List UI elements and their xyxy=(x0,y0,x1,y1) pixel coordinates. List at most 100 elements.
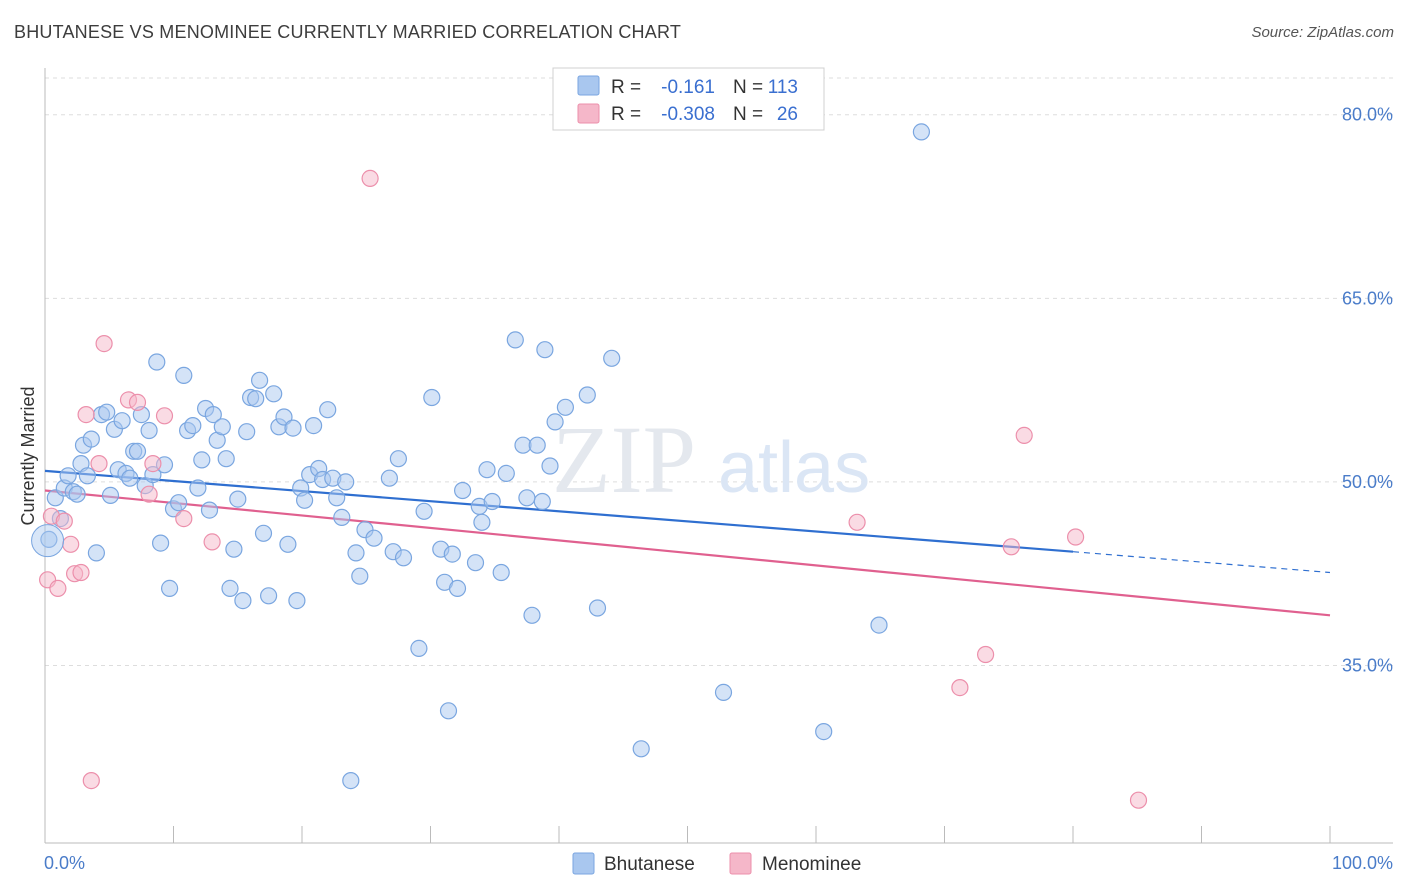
bhutanese-point xyxy=(213,418,231,436)
watermark-zip: ZIP xyxy=(552,406,696,513)
bhutanese-point xyxy=(541,457,559,475)
bhutanese-point xyxy=(279,535,297,553)
legend-n-value-bhutanese: 113 xyxy=(768,77,798,98)
bhutanese-point xyxy=(328,489,346,507)
bhutanese-point xyxy=(448,579,467,598)
bhutanese-point xyxy=(714,683,733,702)
bhutanese-point xyxy=(78,467,97,485)
bhutanese-point xyxy=(556,398,575,416)
y-tick-label: 50.0% xyxy=(1342,472,1393,492)
bhutanese-point xyxy=(478,461,496,479)
bhutanese-point xyxy=(454,481,472,500)
menominee-point xyxy=(848,513,866,531)
y-tick-labels: 35.0% 50.0% 65.0% 80.0% xyxy=(1342,105,1393,676)
bhutanese-point xyxy=(546,413,564,431)
series-legend: Bhutanese Menominee xyxy=(572,852,861,875)
bhutanese-point xyxy=(506,331,524,349)
bhutanese-point xyxy=(82,430,100,448)
menominee-point xyxy=(155,407,174,425)
trend-lines xyxy=(44,469,1331,617)
legend-r-label: R = xyxy=(611,77,641,98)
legend-swatch-menominee xyxy=(729,852,752,875)
menominee-point xyxy=(1066,528,1085,546)
bhutanese-point xyxy=(333,508,351,527)
menominee-point xyxy=(203,533,221,551)
bhutanese-point xyxy=(101,486,120,504)
bhutanese-point xyxy=(423,388,441,407)
bhutanese-point xyxy=(170,494,188,512)
bhutanese-point xyxy=(578,386,596,404)
bhutanese-point xyxy=(466,554,485,572)
bhutanese-point xyxy=(225,540,243,558)
bhutanese-point xyxy=(98,403,116,421)
bhutanese-point xyxy=(193,451,211,469)
bhutanese-point xyxy=(87,544,106,562)
bhutanese-point xyxy=(247,390,265,408)
bhutanese-point xyxy=(40,530,58,549)
menominee-point xyxy=(55,512,73,530)
bhutanese-point xyxy=(238,423,256,441)
bhutanese-point xyxy=(492,563,510,582)
bhutanese-point xyxy=(603,349,621,367)
bhutanese-point xyxy=(152,534,170,552)
bhutanese-point xyxy=(113,412,131,430)
bhutanese-point xyxy=(217,450,235,468)
bhutanese-point xyxy=(175,366,193,384)
legend-swatch-menominee xyxy=(577,103,600,124)
bhutanese-point xyxy=(394,549,413,567)
bhutanese-point xyxy=(415,502,433,520)
bhutanese-point xyxy=(265,385,283,403)
bhutanese-point xyxy=(140,421,158,440)
bhutanese-point xyxy=(518,489,536,507)
chart-title: BHUTANESE VS MENOMINEE CURRENTLY MARRIED… xyxy=(14,22,682,42)
menominee-point xyxy=(1129,791,1148,809)
bhutanese-point xyxy=(912,123,931,141)
y-tick-label: 65.0% xyxy=(1342,288,1393,308)
stats-legend: R = -0.161 N = 113 R = -0.308 N = 26 xyxy=(552,67,825,131)
x-tick-label-max: 100.0% xyxy=(1332,853,1393,873)
menominee-point xyxy=(1002,538,1020,556)
bhutanese-point xyxy=(337,473,355,491)
data-points xyxy=(31,123,1148,809)
bhutanese-point xyxy=(342,771,360,790)
chart-source: Source: ZipAtlas.com xyxy=(1251,24,1394,41)
legend-label-bhutanese: Bhutanese xyxy=(604,854,695,875)
bhutanese-point xyxy=(288,591,306,610)
axes xyxy=(44,68,1393,844)
bhutanese-point xyxy=(254,524,273,542)
bhutanese-point xyxy=(523,606,541,624)
bhutanese-point xyxy=(632,740,650,758)
bhutanese-point xyxy=(536,341,554,359)
bhutanese-point xyxy=(275,408,293,426)
bhutanese-point xyxy=(59,467,77,485)
bhutanese-point xyxy=(473,513,491,531)
menominee-point xyxy=(62,535,80,553)
bhutanese-point xyxy=(380,469,398,487)
legend-n-label: N = xyxy=(733,104,763,125)
legend-r-value-bhutanese: -0.161 xyxy=(661,77,715,98)
bhutanese-point xyxy=(234,591,252,610)
legend-n-label: N = xyxy=(733,77,763,98)
bhutanese-point xyxy=(588,599,607,617)
bhutanese-point xyxy=(319,401,337,419)
menominee-point xyxy=(976,645,995,664)
legend-label-menominee: Menominee xyxy=(762,854,861,875)
y-tick-label: 80.0% xyxy=(1342,105,1393,125)
menominee-point xyxy=(128,393,147,411)
legend-swatch-bhutanese xyxy=(577,75,600,96)
bhutanese-point xyxy=(305,417,323,435)
y-tick-label: 35.0% xyxy=(1342,656,1393,676)
bhutanese-point xyxy=(251,371,269,389)
gridlines xyxy=(45,77,1393,667)
bhutanese-trend-extension xyxy=(1072,551,1331,574)
watermark: ZIP atlas xyxy=(552,406,870,513)
bhutanese-point xyxy=(347,544,365,562)
menominee-point xyxy=(77,406,95,424)
bhutanese-point xyxy=(189,479,207,497)
bhutanese-point xyxy=(284,419,302,437)
bhutanese-point xyxy=(410,639,428,658)
bhutanese-point xyxy=(497,464,515,482)
menominee-point xyxy=(361,169,379,187)
bhutanese-point xyxy=(161,579,179,598)
